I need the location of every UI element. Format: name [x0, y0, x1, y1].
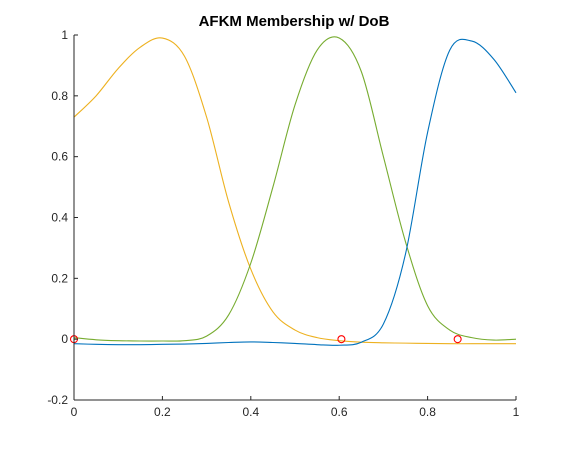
series-line-3	[73, 38, 517, 346]
x-tick-label: 0	[71, 405, 78, 419]
y-tick-label: 0	[61, 332, 68, 346]
x-tick-label: 0.6	[331, 405, 348, 419]
y-tick-label: 1	[61, 28, 68, 42]
y-tick-label: 0.8	[51, 89, 68, 103]
x-tick-label: 0.2	[154, 405, 171, 419]
series-layer	[73, 36, 517, 346]
marker-layer	[69, 335, 462, 344]
axes-layer: 0 0.2 0.4 0.6 0.8 1-0.200.20.40.60.81	[47, 28, 519, 419]
chart-title: AFKM Membership w/ DoB	[199, 13, 390, 30]
y-tick-label: -0.2	[47, 393, 68, 407]
x-tick-label: 1	[513, 405, 520, 419]
x-tick-label: 0.8	[419, 405, 436, 419]
center-marker-2	[337, 335, 346, 344]
y-tick-label: 0.4	[51, 211, 68, 225]
y-tick-label: 0.2	[51, 271, 68, 285]
series-line-1	[73, 37, 516, 345]
x-tick-label: 0.4	[242, 405, 259, 419]
series-line-2	[73, 36, 517, 342]
y-tick-label: 0.6	[51, 150, 68, 164]
center-marker-3	[453, 335, 462, 344]
